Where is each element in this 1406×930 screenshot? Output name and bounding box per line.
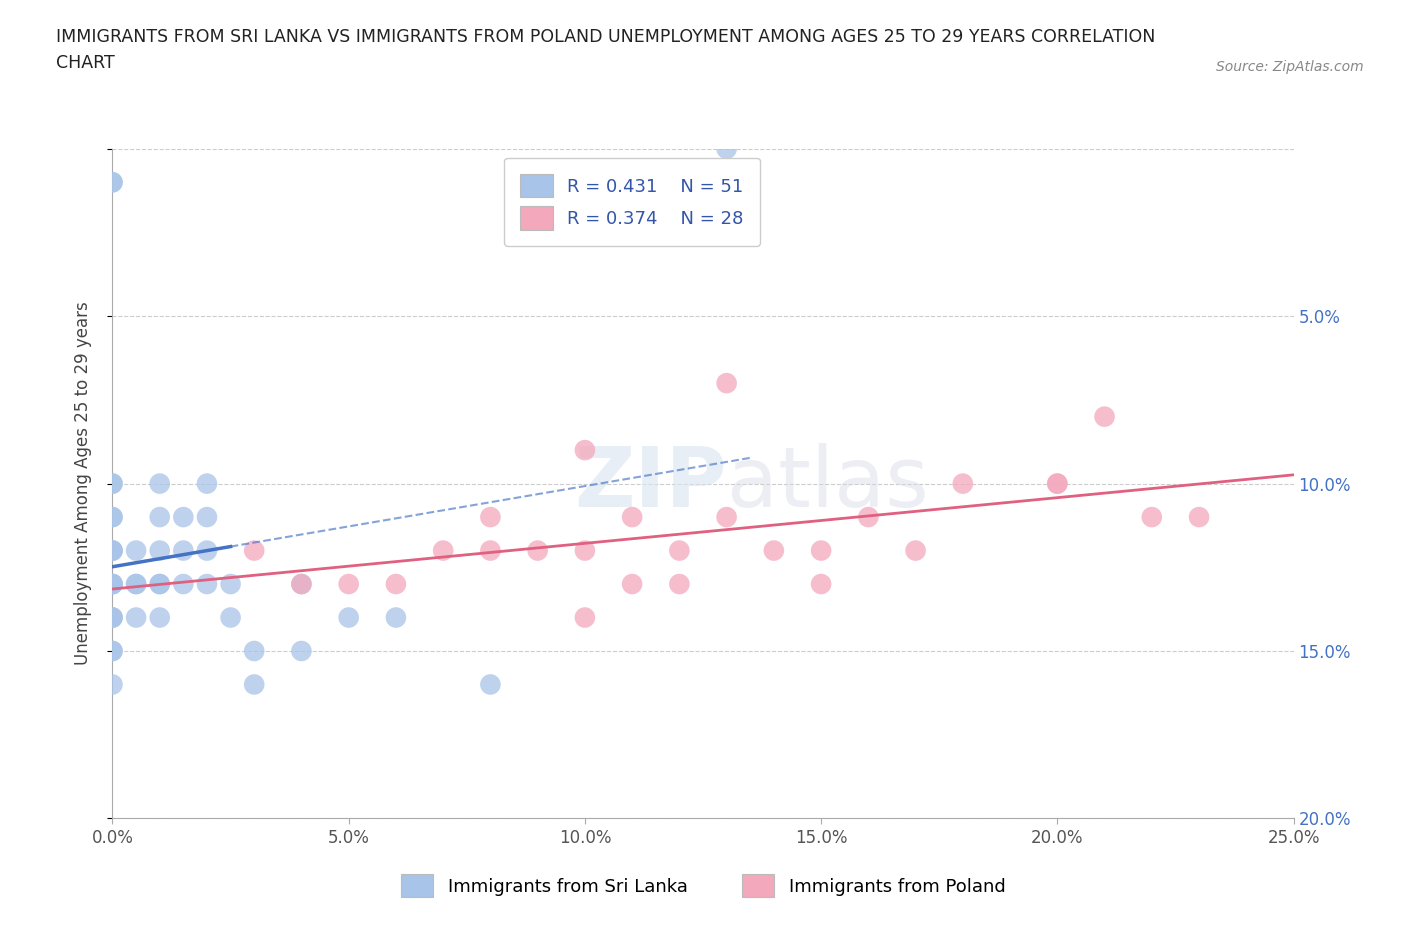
- Point: [904, 543, 927, 558]
- Point: [385, 577, 408, 591]
- Point: [101, 610, 124, 625]
- Point: [219, 577, 242, 591]
- Point: [290, 577, 312, 591]
- Point: [101, 543, 124, 558]
- Point: [101, 543, 124, 558]
- Point: [149, 510, 172, 525]
- Point: [195, 510, 218, 525]
- Point: [101, 577, 124, 591]
- Point: [101, 175, 124, 190]
- Point: [172, 543, 194, 558]
- Text: ZIP: ZIP: [574, 443, 727, 525]
- Point: [810, 543, 832, 558]
- Point: [858, 510, 880, 525]
- Point: [952, 476, 974, 491]
- Text: atlas: atlas: [727, 443, 928, 525]
- Point: [101, 610, 124, 625]
- Point: [290, 577, 312, 591]
- Point: [762, 543, 785, 558]
- Point: [149, 577, 172, 591]
- Point: [149, 610, 172, 625]
- Point: [219, 610, 242, 625]
- Point: [125, 543, 148, 558]
- Point: [385, 610, 408, 625]
- Point: [101, 476, 124, 491]
- Point: [101, 175, 124, 190]
- Point: [1094, 409, 1116, 424]
- Point: [101, 577, 124, 591]
- Point: [1046, 476, 1069, 491]
- Point: [1046, 476, 1069, 491]
- Text: Source: ZipAtlas.com: Source: ZipAtlas.com: [1216, 60, 1364, 74]
- Point: [716, 376, 738, 391]
- Point: [243, 543, 266, 558]
- Point: [149, 577, 172, 591]
- Point: [574, 610, 596, 625]
- Point: [810, 577, 832, 591]
- Point: [432, 543, 454, 558]
- Point: [243, 677, 266, 692]
- Point: [195, 476, 218, 491]
- Legend: Immigrants from Sri Lanka, Immigrants from Poland: Immigrants from Sri Lanka, Immigrants fr…: [387, 859, 1019, 911]
- Point: [621, 510, 644, 525]
- Point: [716, 510, 738, 525]
- Point: [574, 543, 596, 558]
- Point: [101, 577, 124, 591]
- Point: [101, 510, 124, 525]
- Point: [574, 443, 596, 458]
- Point: [125, 577, 148, 591]
- Point: [337, 577, 360, 591]
- Point: [1140, 510, 1163, 525]
- Point: [337, 610, 360, 625]
- Text: IMMIGRANTS FROM SRI LANKA VS IMMIGRANTS FROM POLAND UNEMPLOYMENT AMONG AGES 25 T: IMMIGRANTS FROM SRI LANKA VS IMMIGRANTS …: [56, 28, 1156, 73]
- Point: [479, 510, 502, 525]
- Point: [195, 577, 218, 591]
- Point: [479, 677, 502, 692]
- Point: [101, 644, 124, 658]
- Legend: R = 0.431    N = 51, R = 0.374    N = 28: R = 0.431 N = 51, R = 0.374 N = 28: [505, 158, 761, 246]
- Point: [101, 677, 124, 692]
- Point: [101, 476, 124, 491]
- Y-axis label: Unemployment Among Ages 25 to 29 years: Unemployment Among Ages 25 to 29 years: [73, 301, 91, 666]
- Point: [621, 577, 644, 591]
- Point: [101, 510, 124, 525]
- Point: [125, 610, 148, 625]
- Point: [149, 543, 172, 558]
- Point: [149, 476, 172, 491]
- Point: [125, 577, 148, 591]
- Point: [172, 577, 194, 591]
- Point: [716, 141, 738, 156]
- Point: [479, 543, 502, 558]
- Point: [1188, 510, 1211, 525]
- Point: [668, 577, 690, 591]
- Point: [195, 543, 218, 558]
- Point: [668, 543, 690, 558]
- Point: [101, 543, 124, 558]
- Point: [526, 543, 548, 558]
- Point: [101, 610, 124, 625]
- Point: [172, 510, 194, 525]
- Point: [101, 644, 124, 658]
- Point: [101, 577, 124, 591]
- Point: [290, 644, 312, 658]
- Point: [243, 644, 266, 658]
